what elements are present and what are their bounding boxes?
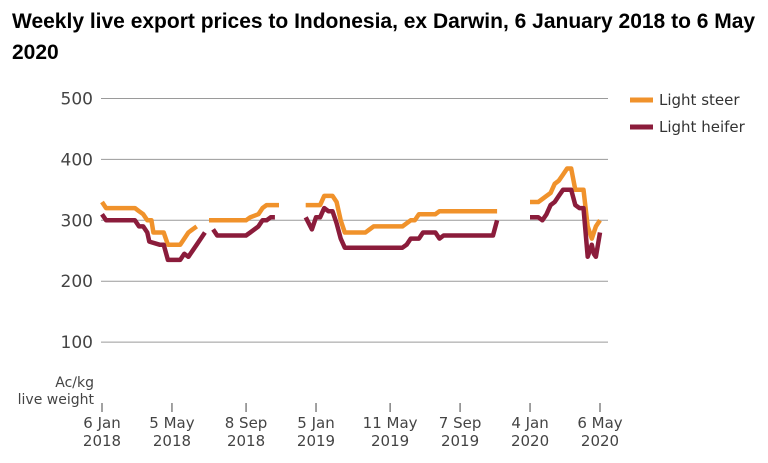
x-tick-label-6-line1: 4 Jan <box>511 414 548 432</box>
y-axis-label-line1: Ac/kg <box>55 375 94 391</box>
series-light-heifer-segment-1 <box>211 215 275 238</box>
x-tick-label-1-line1: 5 May <box>149 414 194 432</box>
x-tick-label-1-line2: 2018 <box>153 432 191 450</box>
series-light-heifer-segment-3 <box>530 187 603 260</box>
x-tick-label-7-line1: 6 May <box>577 414 622 432</box>
series-light-steer-segment-3 <box>530 166 602 241</box>
series-light-steer-segment-0 <box>100 200 199 247</box>
y-tick-label-100: 100 <box>61 333 93 353</box>
x-tick-label-0-line2: 2018 <box>83 432 121 450</box>
x-tick-label-5-line2: 2019 <box>441 432 479 450</box>
chart-title: Weekly live export prices to Indonesia, … <box>12 10 756 64</box>
x-tick-label-2-line2: 2018 <box>227 432 265 450</box>
x-tick-label-2-line1: 8 Sep <box>225 414 268 432</box>
legend-label-light-heifer: Light heifer <box>659 118 746 136</box>
gridlines <box>101 98 608 343</box>
x-tick-label-0-line1: 6 Jan <box>83 414 120 432</box>
legend-label-light-steer: Light steer <box>659 91 740 109</box>
x-tick-label-7-line2: 2020 <box>581 432 619 450</box>
series-light-heifer-segment-0 <box>100 212 207 263</box>
x-tick-label-6-line2: 2020 <box>511 432 549 450</box>
x-tick-label-4-line2: 2019 <box>371 432 409 450</box>
y-tick-label-300: 300 <box>61 211 93 231</box>
series-light-steer-segment-2 <box>305 193 498 235</box>
x-tick-label-3-line1: 5 Jan <box>297 414 334 432</box>
x-tick-label-4-line1: 11 May <box>363 414 418 432</box>
y-tick-labels: 100 200 300 400 500 <box>61 90 93 354</box>
y-tick-label-200: 200 <box>61 272 93 292</box>
y-tick-label-400: 400 <box>61 150 93 170</box>
legend: Light steer Light heifer <box>630 91 746 136</box>
series-lines <box>100 166 603 263</box>
series-light-heifer-segment-2 <box>303 205 500 250</box>
y-tick-label-500: 500 <box>61 90 93 110</box>
y-axis-label-line2: live weight <box>18 392 95 408</box>
x-tick-label-5-line1: 7 Sep <box>439 414 482 432</box>
series-light-steer-segment-1 <box>209 202 279 223</box>
x-tick-label-3-line2: 2019 <box>297 432 335 450</box>
